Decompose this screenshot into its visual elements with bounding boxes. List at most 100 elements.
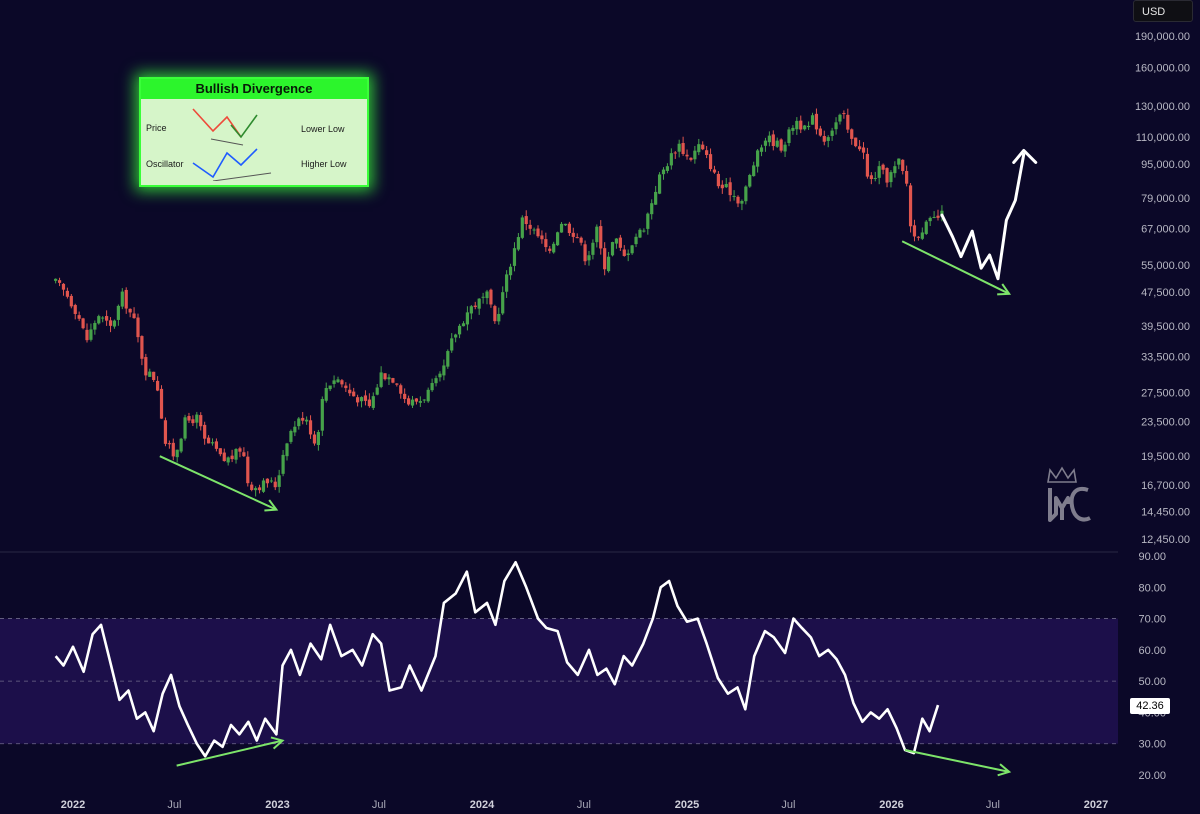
price-candle bbox=[916, 236, 921, 241]
price-candle bbox=[544, 232, 548, 252]
price-candle bbox=[622, 245, 626, 257]
legend-oscillator-label: Oscillator bbox=[146, 159, 184, 169]
candle-body bbox=[328, 385, 332, 390]
price-tick-label: 79,000.00 bbox=[1141, 193, 1190, 205]
price-candle bbox=[214, 438, 219, 452]
price-candle bbox=[328, 385, 332, 392]
candle-body bbox=[230, 455, 234, 460]
candle-body bbox=[167, 443, 171, 445]
price-candle bbox=[850, 128, 854, 145]
price-tick-label: 14,450.00 bbox=[1141, 507, 1190, 519]
price-candle bbox=[634, 233, 638, 248]
price-candle bbox=[210, 438, 215, 446]
candle-body bbox=[395, 383, 399, 385]
price-candle bbox=[744, 185, 748, 205]
price-candle bbox=[642, 228, 646, 233]
price-candle bbox=[61, 283, 66, 296]
candle-body bbox=[332, 380, 336, 384]
price-candle bbox=[497, 307, 501, 325]
candle-body bbox=[152, 371, 156, 380]
price-candle bbox=[454, 333, 458, 343]
price-candle bbox=[340, 378, 344, 388]
price-candle bbox=[728, 177, 732, 202]
price-candle bbox=[101, 316, 105, 323]
candle-body bbox=[650, 203, 654, 215]
candle-body bbox=[897, 158, 901, 165]
price-candle bbox=[567, 221, 571, 237]
price-candle bbox=[359, 396, 364, 408]
price-candle bbox=[265, 478, 270, 488]
candle-body bbox=[516, 237, 520, 250]
candle-body bbox=[610, 242, 615, 256]
price-candle bbox=[540, 230, 544, 244]
price-candle bbox=[795, 117, 799, 135]
candle-body bbox=[857, 146, 862, 150]
price-candle bbox=[116, 304, 120, 326]
candle-body bbox=[132, 313, 136, 319]
candle-body bbox=[356, 397, 360, 403]
candle-body bbox=[606, 256, 611, 272]
price-divergence-arrow bbox=[901, 240, 1012, 296]
candle-body bbox=[73, 304, 77, 314]
price-tick-label: 130,000.00 bbox=[1135, 101, 1190, 113]
candle-body bbox=[348, 389, 352, 394]
candle-body bbox=[893, 166, 897, 174]
candle-body bbox=[548, 248, 552, 251]
price-candle bbox=[771, 130, 775, 151]
divergence-legend: Bullish Divergence Price Lower Low Oscil… bbox=[139, 77, 369, 187]
candle-body bbox=[677, 143, 681, 152]
currency-selector[interactable]: USD bbox=[1133, 0, 1193, 22]
price-tick-label: 110,000.00 bbox=[1136, 132, 1190, 144]
price-candle bbox=[908, 183, 913, 233]
candle-body bbox=[379, 372, 383, 387]
price-candle bbox=[693, 145, 697, 164]
price-candles bbox=[54, 108, 944, 497]
candle-body bbox=[179, 438, 183, 452]
price-candle bbox=[81, 317, 85, 330]
candle-body bbox=[85, 329, 89, 341]
legend-price-red-line bbox=[192, 108, 242, 138]
price-candle bbox=[410, 395, 415, 409]
candle-body bbox=[171, 442, 175, 457]
price-tick-label: 95,000.00 bbox=[1141, 159, 1190, 171]
price-candle bbox=[446, 349, 450, 369]
time-axis: 2022 Jul 2023 Jul 2024 Jul 2025 Jul 2026 Jul 2027 bbox=[61, 799, 1108, 811]
price-candle bbox=[563, 223, 568, 226]
price-candle bbox=[579, 236, 583, 246]
price-candle bbox=[575, 233, 579, 239]
candle-body bbox=[512, 248, 517, 266]
arrow-head bbox=[270, 736, 285, 750]
candle-body bbox=[716, 173, 720, 187]
time-tick-label: Jul bbox=[986, 799, 1000, 811]
price-candle bbox=[124, 287, 128, 314]
candle-body bbox=[603, 248, 607, 270]
candle-body bbox=[406, 398, 411, 405]
candle-body bbox=[799, 120, 803, 130]
candle-body bbox=[830, 130, 834, 136]
price-candle bbox=[140, 335, 144, 366]
candle-body bbox=[826, 137, 830, 141]
price-candle bbox=[148, 368, 152, 377]
candle-body bbox=[257, 487, 262, 491]
price-candle bbox=[450, 333, 454, 353]
price-candle bbox=[869, 172, 873, 185]
price-candle bbox=[606, 251, 611, 273]
candle-body bbox=[383, 373, 387, 380]
candle-body bbox=[457, 325, 462, 335]
price-candle bbox=[206, 435, 211, 444]
price-candle bbox=[759, 144, 764, 157]
time-tick-label: Jul bbox=[781, 799, 795, 811]
candle-body bbox=[265, 478, 270, 484]
price-candle bbox=[226, 456, 230, 466]
price-candle bbox=[430, 378, 434, 392]
rsi-tick-label: 80.00 bbox=[1138, 582, 1166, 594]
price-tick-label: 23,500.00 bbox=[1141, 417, 1190, 429]
price-candle bbox=[308, 415, 313, 439]
price-candle bbox=[159, 385, 164, 419]
price-candle bbox=[191, 415, 195, 427]
candle-body bbox=[269, 480, 273, 482]
price-candle bbox=[901, 159, 905, 175]
price-candle bbox=[438, 371, 442, 382]
price-candle bbox=[505, 270, 509, 298]
